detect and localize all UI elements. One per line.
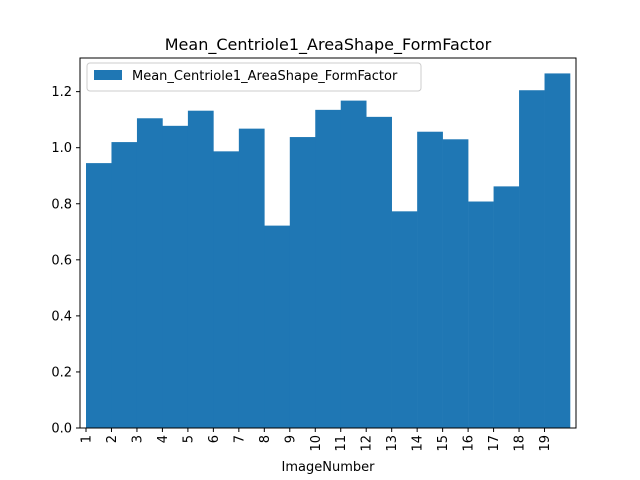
- x-tick-label: 2: [105, 435, 120, 443]
- x-tick-label: 10: [309, 435, 324, 452]
- bar-7: [238, 128, 265, 428]
- legend-frame: [86, 62, 422, 92]
- bar-14: [417, 131, 443, 428]
- x-tick-label: 19: [538, 435, 553, 452]
- y-tick-label: 1.2: [51, 85, 72, 100]
- x-axis-label: ImageNumber: [282, 460, 376, 475]
- plot-border: [79, 57, 577, 429]
- x-tick-label: 11: [334, 435, 349, 452]
- x-tick-label: 6: [207, 435, 222, 443]
- x-tick-label: 14: [411, 435, 426, 452]
- y-tick-label: 1.0: [51, 141, 72, 156]
- bar-5: [187, 110, 214, 428]
- x-tick-label: 9: [283, 435, 298, 443]
- bar-2: [111, 142, 138, 428]
- bar-1: [86, 163, 112, 429]
- x-tick-label: 7: [232, 435, 247, 443]
- bar-13: [391, 211, 418, 428]
- x-tick-label: 4: [156, 435, 171, 443]
- x-tick-label: 16: [462, 435, 477, 452]
- bar-17: [493, 186, 520, 428]
- bar-10: [315, 109, 342, 429]
- bar-18: [519, 90, 545, 428]
- bar-4: [162, 125, 189, 428]
- x-tick-label: 12: [360, 435, 375, 452]
- bars: [86, 73, 571, 429]
- legend-swatch: [94, 70, 122, 80]
- bar-16: [468, 201, 494, 428]
- y-tick-label: 0.4: [51, 309, 72, 324]
- x-tick-label: 3: [130, 435, 145, 443]
- x-tick-label: 17: [487, 435, 502, 452]
- bar-15: [442, 139, 469, 429]
- axes-frame: [79, 57, 577, 429]
- y-tick-label: 0.8: [51, 197, 72, 212]
- legend: Mean_Centriole1_AreaShape_FormFactor: [86, 62, 422, 92]
- x-tick-label: 13: [385, 435, 400, 452]
- bar-19: [544, 73, 571, 429]
- bar-12: [366, 116, 392, 429]
- chart-title: Mean_Centriole1_AreaShape_FormFactor: [165, 35, 492, 55]
- bar-3: [136, 118, 163, 429]
- bar-8: [264, 225, 291, 428]
- y-tick-label: 0.6: [51, 253, 72, 268]
- x-tick-label: 5: [181, 435, 196, 443]
- x-tick-label: 8: [258, 435, 273, 443]
- x-tick-label: 1: [80, 435, 95, 443]
- x-tick-label: 18: [513, 435, 528, 452]
- bar-6: [213, 151, 240, 428]
- x-axis-ticks: 1 2 3 4 5 6 7 8 9 10 11 12 13 14 15 16 17 18 19: [80, 428, 553, 452]
- y-tick-label: 0.0: [51, 422, 72, 437]
- x-tick-label: 15: [436, 435, 451, 452]
- y-axis-ticks: 0.0 0.2 0.4 0.6 0.8 1.0 1.2: [51, 85, 80, 437]
- bar-11: [340, 100, 367, 429]
- y-tick-label: 0.2: [51, 365, 72, 380]
- bar-9: [289, 137, 316, 429]
- legend-label: Mean_Centriole1_AreaShape_FormFactor: [132, 69, 398, 84]
